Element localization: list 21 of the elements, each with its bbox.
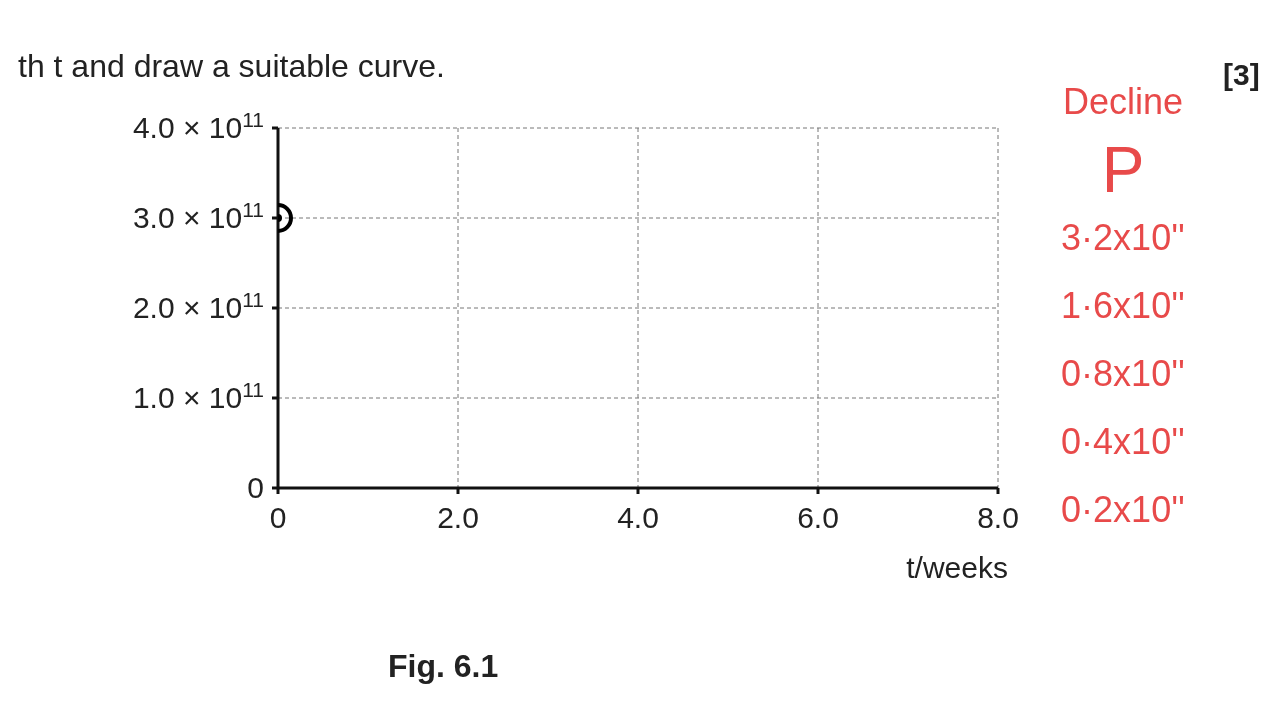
x-tick-label: 2.0 <box>437 501 479 534</box>
y-tick-label: 3.0 × 10$^{11}$ <box>132 197 264 234</box>
caption: Fig. 6.1 <box>388 648 499 685</box>
text: 3·2x10'' <box>1061 217 1185 258</box>
text: Decline <box>1062 81 1184 122</box>
text: 0·2x10'' <box>1060 488 1186 532</box>
text: [3] <box>1223 58 1260 92</box>
x-tick-label: 6.0 <box>797 501 839 534</box>
text: P <box>1100 134 1146 206</box>
text: 1·6x10'' <box>1060 284 1186 328</box>
y-tick-label: 1.0 × 10$^{11}$ <box>132 377 264 414</box>
text: 0·8x10'' <box>1060 352 1186 396</box>
x-tick-label: 8.0 <box>977 501 1019 534</box>
y-tick-label: 0 <box>247 471 264 504</box>
text: 0·4x10'' <box>1060 420 1186 464</box>
x-tick-label: 4.0 <box>617 501 659 534</box>
y-tick-label: 2.0 × 10$^{11}$ <box>132 287 264 324</box>
x-tick-label: 0 <box>269 501 287 534</box>
y-tick-label: 4.0 × 10$^{11}$ <box>132 107 264 144</box>
x-axis-title: t/weeks <box>906 551 1008 584</box>
chart-title: th t and draw a suitable curve. <box>18 48 445 85</box>
